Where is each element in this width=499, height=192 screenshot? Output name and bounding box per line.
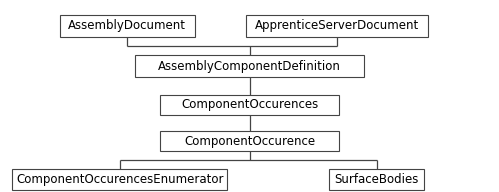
- Text: ComponentOccurencesEnumerator: ComponentOccurencesEnumerator: [16, 173, 224, 186]
- FancyBboxPatch shape: [135, 55, 364, 77]
- FancyBboxPatch shape: [12, 170, 227, 190]
- Text: ComponentOccurence: ComponentOccurence: [184, 135, 315, 148]
- Text: AssemblyComponentDefinition: AssemblyComponentDefinition: [158, 60, 341, 73]
- Text: SurfaceBodies: SurfaceBodies: [334, 173, 419, 186]
- FancyBboxPatch shape: [160, 131, 339, 151]
- FancyBboxPatch shape: [60, 15, 195, 37]
- FancyBboxPatch shape: [329, 170, 424, 190]
- Text: AssemblyDocument: AssemblyDocument: [68, 19, 186, 32]
- Text: ComponentOccurences: ComponentOccurences: [181, 98, 318, 111]
- Text: ApprenticeServerDocument: ApprenticeServerDocument: [254, 19, 419, 32]
- FancyBboxPatch shape: [246, 15, 428, 37]
- FancyBboxPatch shape: [160, 94, 339, 115]
